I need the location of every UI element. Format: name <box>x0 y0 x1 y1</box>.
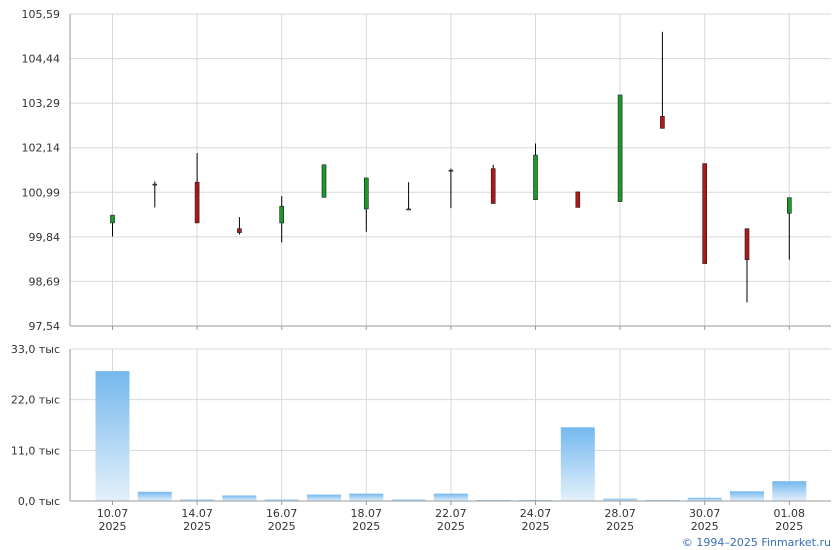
candle-body <box>321 164 327 198</box>
volume-y-tick-label: 22,0 тыс <box>11 394 60 407</box>
volume-bar <box>349 493 384 501</box>
candle-body <box>194 181 200 224</box>
volume-bar <box>433 493 468 501</box>
x-tick-year-label: 2025 <box>352 520 380 533</box>
candle <box>575 191 581 208</box>
volume-bar <box>391 499 426 501</box>
volume-bar <box>95 371 130 501</box>
volume-bar <box>772 481 807 501</box>
price-y-tick-label: 102,14 <box>22 142 61 155</box>
candle-body <box>237 228 242 233</box>
candle-body <box>533 154 538 200</box>
x-tick-date-label: 01.08 <box>774 507 806 520</box>
candle-body <box>744 228 750 261</box>
x-tick-date-label: 30.07 <box>689 507 721 520</box>
candle <box>702 163 708 264</box>
candle <box>110 214 115 237</box>
price-y-tick-label: 100,99 <box>22 186 61 199</box>
x-tick-year-label: 2025 <box>183 520 211 533</box>
price-y-tick-label: 97,54 <box>29 320 61 333</box>
candle-body <box>110 214 115 224</box>
x-tick-year-label: 2025 <box>522 520 550 533</box>
candle-body <box>279 205 285 224</box>
x-tick-year-label: 2025 <box>606 520 634 533</box>
volume-bar <box>603 498 638 501</box>
candle-body <box>363 177 369 210</box>
candle-body <box>617 94 623 202</box>
candle-body <box>152 183 158 186</box>
volume-bar <box>222 495 257 501</box>
x-tick-year-label: 2025 <box>99 520 127 533</box>
volume-y-tick-label: 33,0 тыс <box>11 343 60 356</box>
candle-body <box>490 168 496 204</box>
x-tick-date-label: 18.07 <box>351 507 383 520</box>
candle <box>321 164 327 198</box>
x-tick-year-label: 2025 <box>691 520 719 533</box>
candle <box>406 182 411 211</box>
candle-body <box>575 191 581 208</box>
candle <box>237 217 242 235</box>
price-y-tick-label: 103,29 <box>22 97 61 110</box>
x-tick-date-label: 22.07 <box>435 507 467 520</box>
volume-bar <box>687 497 722 501</box>
volume-bar <box>560 427 595 501</box>
volume-bar <box>264 499 299 501</box>
candle-body <box>786 197 792 214</box>
candle <box>786 197 792 260</box>
x-tick-date-label: 24.07 <box>520 507 552 520</box>
volume-bar <box>307 494 341 501</box>
candle-body <box>702 163 708 264</box>
x-tick-date-label: 28.07 <box>604 507 636 520</box>
candle <box>744 228 750 303</box>
price-y-tick-label: 105,59 <box>22 8 61 21</box>
candle <box>490 164 496 204</box>
volume-y-tick-label: 11,0 тыс <box>11 444 60 457</box>
volume-bar <box>730 491 764 501</box>
x-tick-date-label: 16.07 <box>266 507 298 520</box>
volume-y-tick-label: 0,0 тыс <box>18 495 60 508</box>
x-tick-year-label: 2025 <box>775 520 803 533</box>
candle <box>279 196 285 243</box>
volume-bar <box>180 499 215 501</box>
candle <box>533 143 538 200</box>
candle <box>363 177 369 232</box>
candle <box>152 181 158 208</box>
candle-body <box>448 169 454 172</box>
volume-bar <box>137 491 172 501</box>
price-y-tick-label: 98,69 <box>29 275 61 288</box>
candle <box>660 31 665 129</box>
candle-body <box>660 116 665 129</box>
credit-text[interactable]: © 1994–2025 Finmarket.ru <box>682 536 831 549</box>
candle <box>448 168 454 209</box>
price-panel: 105,59 104,44 103,29 102,14 100,99 99,84 98,69… <box>22 8 831 333</box>
x-tick-date-label: 10.07 <box>97 507 129 520</box>
candle <box>194 153 200 224</box>
candle <box>617 94 623 202</box>
price-y-tick-label: 99,84 <box>29 231 61 244</box>
x-tick-year-label: 2025 <box>268 520 296 533</box>
candle-body <box>406 208 411 211</box>
price-y-tick-label: 104,44 <box>22 53 61 66</box>
x-tick-year-label: 2025 <box>437 520 465 533</box>
x-tick-date-label: 14.07 <box>181 507 213 520</box>
